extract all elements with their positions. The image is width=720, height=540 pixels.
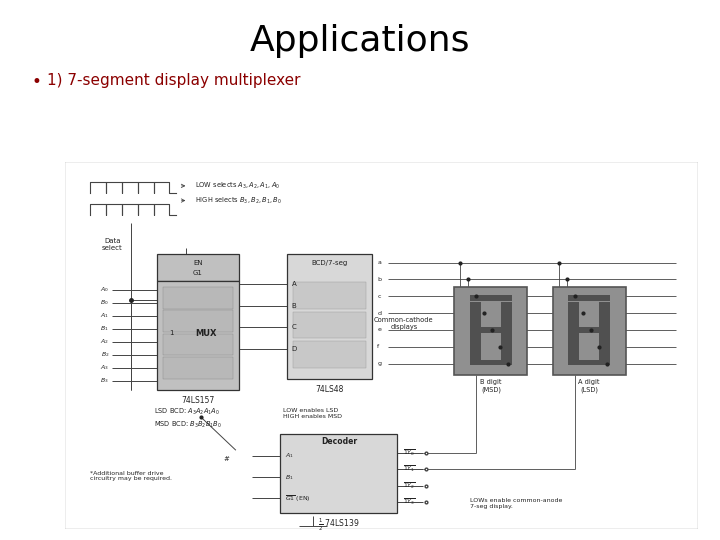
Text: $\overline{1Y_2}$: $\overline{1Y_2}$ bbox=[402, 481, 415, 491]
Bar bbox=[553, 287, 626, 375]
Bar bbox=[599, 302, 611, 329]
Text: #: # bbox=[223, 456, 229, 462]
Bar bbox=[293, 341, 366, 368]
Text: $\overline{1Y_0}$: $\overline{1Y_0}$ bbox=[402, 448, 415, 458]
Bar bbox=[599, 333, 611, 360]
Bar bbox=[568, 333, 579, 360]
Bar bbox=[469, 295, 512, 300]
Text: $\frac{1}{2}$ 74LS139: $\frac{1}{2}$ 74LS139 bbox=[318, 516, 360, 532]
Text: $A_0$: $A_0$ bbox=[100, 285, 109, 294]
Text: LOW enables LSD
HIGH enables MSD: LOW enables LSD HIGH enables MSD bbox=[284, 408, 343, 419]
Text: BCD/7-seg: BCD/7-seg bbox=[311, 260, 348, 266]
Text: $B_1$: $B_1$ bbox=[101, 325, 109, 333]
Text: $\overline{1Y_1}$: $\overline{1Y_1}$ bbox=[402, 464, 415, 474]
Bar bbox=[163, 334, 233, 355]
Text: $A_1$: $A_1$ bbox=[100, 311, 109, 320]
Text: b: b bbox=[377, 277, 381, 282]
Text: c: c bbox=[377, 294, 381, 299]
Text: Common-cathode
displays: Common-cathode displays bbox=[374, 317, 433, 330]
Text: D: D bbox=[292, 346, 297, 352]
Text: MSD BCD: $B_3B_2B_1B_0$: MSD BCD: $B_3B_2B_1B_0$ bbox=[153, 420, 222, 430]
Text: C: C bbox=[292, 325, 297, 330]
Text: •: • bbox=[31, 73, 41, 91]
Text: MUX: MUX bbox=[195, 329, 217, 338]
Text: $A_3$: $A_3$ bbox=[100, 363, 109, 373]
Text: 74LS157: 74LS157 bbox=[181, 396, 215, 405]
Text: G1: G1 bbox=[193, 271, 203, 276]
Bar bbox=[293, 312, 366, 339]
Text: B: B bbox=[292, 302, 297, 309]
Text: LOW selects $A_3,A_2,A_1,A_0$: LOW selects $A_3,A_2,A_1,A_0$ bbox=[194, 181, 280, 191]
Text: 1) 7-segment display multiplexer: 1) 7-segment display multiplexer bbox=[47, 73, 300, 88]
Bar bbox=[469, 333, 481, 360]
Text: e: e bbox=[377, 327, 381, 333]
Text: HIGH selects $B_3,B_2,B_1,B_0$: HIGH selects $B_3,B_2,B_1,B_0$ bbox=[194, 195, 282, 206]
Bar bbox=[280, 434, 397, 512]
Text: 1: 1 bbox=[169, 330, 174, 336]
Text: $B_1$: $B_1$ bbox=[285, 472, 294, 482]
Bar bbox=[163, 357, 233, 379]
Text: 74LS48: 74LS48 bbox=[315, 385, 343, 394]
Text: A: A bbox=[292, 281, 297, 287]
Bar bbox=[568, 295, 611, 300]
Text: f: f bbox=[377, 345, 379, 349]
Bar bbox=[469, 360, 512, 365]
Text: $B_3$: $B_3$ bbox=[101, 376, 109, 386]
Text: a: a bbox=[377, 260, 381, 265]
Text: Applications: Applications bbox=[250, 24, 470, 58]
Bar bbox=[469, 327, 512, 333]
Text: g: g bbox=[377, 361, 381, 366]
Text: LOWs enable common-anode
7-seg display.: LOWs enable common-anode 7-seg display. bbox=[470, 498, 562, 509]
Text: $B_2$: $B_2$ bbox=[101, 350, 109, 359]
Text: $\overline{1Y_3}$: $\overline{1Y_3}$ bbox=[402, 497, 415, 508]
Text: d: d bbox=[377, 310, 381, 315]
Bar bbox=[287, 254, 372, 379]
Bar bbox=[157, 281, 239, 390]
Bar bbox=[469, 302, 481, 329]
Text: B digit
(MSD): B digit (MSD) bbox=[480, 379, 502, 393]
Bar bbox=[163, 287, 233, 309]
Bar bbox=[568, 302, 579, 329]
Bar bbox=[157, 254, 239, 281]
Text: A digit
(LSD): A digit (LSD) bbox=[578, 379, 600, 393]
Bar bbox=[501, 333, 512, 360]
Text: Decoder: Decoder bbox=[321, 437, 357, 446]
Bar bbox=[454, 287, 527, 375]
Bar bbox=[293, 282, 366, 309]
Bar bbox=[568, 360, 611, 365]
Text: LSD BCD: $A_3A_2A_1A_0$: LSD BCD: $A_3A_2A_1A_0$ bbox=[153, 407, 220, 417]
Text: Data
select: Data select bbox=[102, 238, 122, 251]
Text: *Additional buffer drive
circuitry may be required.: *Additional buffer drive circuitry may b… bbox=[90, 470, 172, 481]
Text: EN: EN bbox=[193, 260, 202, 266]
Bar bbox=[568, 327, 611, 333]
Text: $B_0$: $B_0$ bbox=[101, 298, 109, 307]
Text: $A_2$: $A_2$ bbox=[100, 338, 109, 346]
Bar bbox=[163, 310, 233, 332]
Text: $A_1$: $A_1$ bbox=[285, 451, 294, 460]
Bar bbox=[501, 302, 512, 329]
Text: $\overline{G1}$ (EN): $\overline{G1}$ (EN) bbox=[285, 493, 311, 504]
